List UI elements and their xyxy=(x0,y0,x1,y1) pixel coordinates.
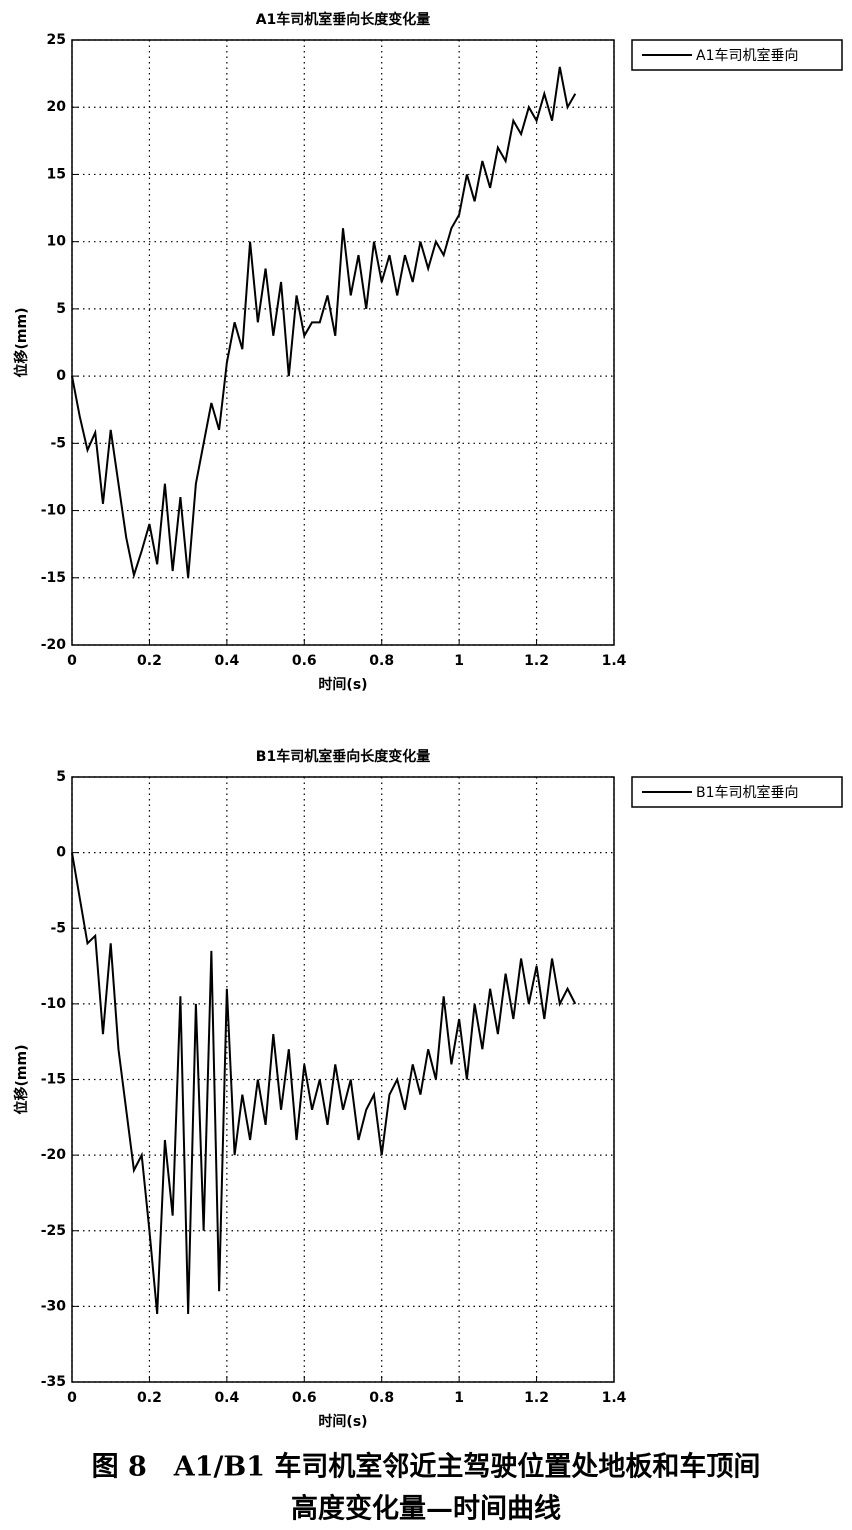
y-tick-label: 0 xyxy=(56,845,66,861)
y-tick-label: 25 xyxy=(47,32,66,48)
x-tick-label: 0.2 xyxy=(137,653,162,669)
y-axis-label: 位移(mm) xyxy=(13,1045,30,1115)
caption-line: 图 8 A1/B1 车司机室邻近主驾驶位置处地板和车顶间 xyxy=(92,1451,761,1483)
x-tick-label: 0 xyxy=(67,1390,77,1406)
x-tick-label: 1.2 xyxy=(524,1390,549,1406)
x-tick-label: 0.8 xyxy=(369,1390,394,1406)
y-tick-label: 5 xyxy=(56,769,66,785)
y-tick-label: -35 xyxy=(41,1374,66,1390)
y-tick-label: -30 xyxy=(41,1298,67,1314)
y-tick-label: 5 xyxy=(56,301,66,317)
x-tick-label: 0.2 xyxy=(137,1390,162,1406)
x-tick-label: 0.4 xyxy=(214,1390,239,1406)
y-tick-label: -15 xyxy=(41,1072,66,1088)
x-tick-label: 0.8 xyxy=(369,653,394,669)
y-tick-label: -10 xyxy=(41,996,67,1012)
x-tick-label: 0.6 xyxy=(292,1390,317,1406)
x-tick-label: 0 xyxy=(67,653,77,669)
x-tick-label: 1 xyxy=(454,653,464,669)
y-tick-label: 15 xyxy=(47,166,66,182)
y-tick-label: -15 xyxy=(41,570,66,586)
y-tick-label: 10 xyxy=(47,234,67,250)
plot-frame xyxy=(71,39,615,646)
x-tick-label: 1 xyxy=(454,1390,464,1406)
y-tick-label: -5 xyxy=(50,435,66,451)
legend-label: B1车司机室垂向 xyxy=(696,784,799,801)
chart-title: B1车司机室垂向长度变化量 xyxy=(256,748,430,765)
legend-label: A1车司机室垂向 xyxy=(696,47,798,64)
x-tick-label: 0.4 xyxy=(214,653,239,669)
y-tick-label: -20 xyxy=(41,637,67,653)
x-tick-label: 1.4 xyxy=(602,653,627,669)
x-axis-label: 时间(s) xyxy=(318,1413,367,1430)
data-line xyxy=(71,852,577,1315)
y-tick-label: -20 xyxy=(41,1147,67,1163)
y-tick-label: 20 xyxy=(47,99,67,115)
y-tick-label: 0 xyxy=(56,368,66,384)
data-line xyxy=(71,66,577,580)
caption-line: 高度变化量—时间曲线 xyxy=(291,1493,561,1525)
x-tick-label: 1.4 xyxy=(602,1390,627,1406)
y-tick-label: -25 xyxy=(41,1223,66,1239)
x-tick-label: 1.2 xyxy=(524,653,549,669)
y-tick-label: -5 xyxy=(50,920,66,936)
y-tick-label: -10 xyxy=(41,503,67,519)
chart-title: A1车司机室垂向长度变化量 xyxy=(256,11,431,28)
y-axis-label: 位移(mm) xyxy=(13,308,30,378)
plot-area xyxy=(72,40,614,645)
x-tick-label: 0.6 xyxy=(292,653,317,669)
x-axis-label: 时间(s) xyxy=(318,676,367,693)
plot-frame xyxy=(71,776,615,1383)
